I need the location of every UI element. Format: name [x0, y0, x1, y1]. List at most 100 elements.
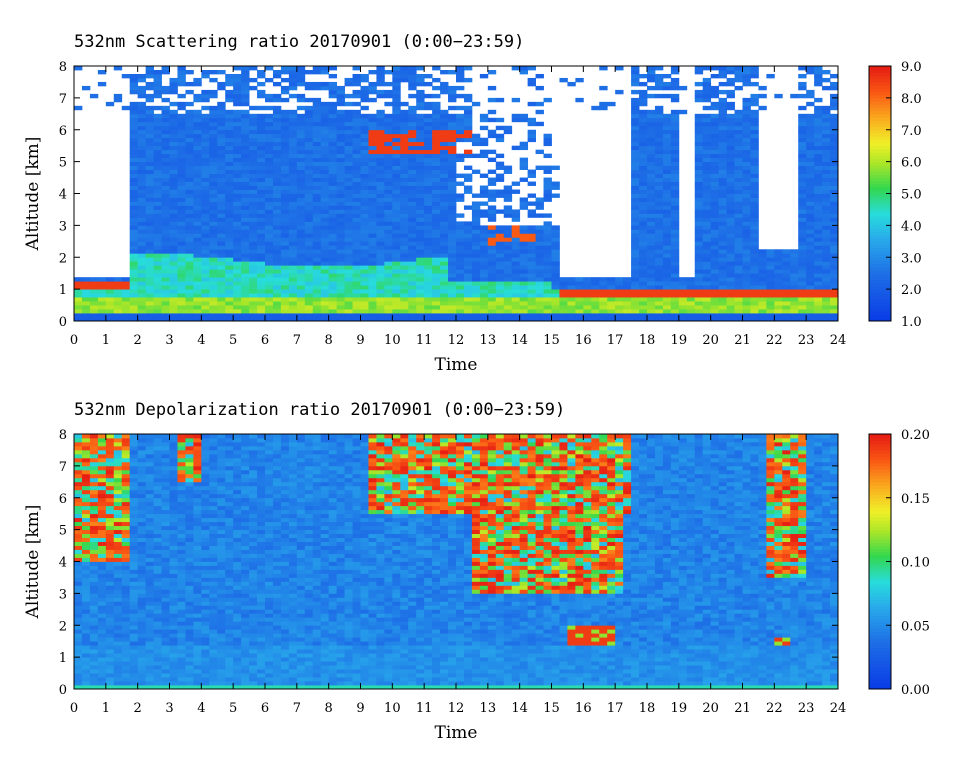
heatmap-cell [623, 281, 632, 286]
heatmap-cell [392, 257, 401, 262]
heatmap-cell [185, 161, 194, 167]
heatmap-cell [89, 681, 99, 686]
heatmap-cell [647, 277, 656, 282]
heatmap-cell [734, 293, 743, 298]
heatmap-cell [607, 277, 616, 282]
heatmap-cell [169, 225, 178, 230]
heatmap-cell [734, 66, 743, 71]
heatmap-cell [416, 89, 425, 95]
heatmap-cell [225, 225, 234, 230]
heatmap-cell [105, 573, 115, 578]
heatmap-cell [280, 165, 290, 170]
heatmap-cell [304, 241, 314, 246]
heatmap-cell [440, 145, 449, 151]
heatmap-cell [288, 229, 298, 234]
heatmap-cell [257, 221, 266, 226]
heatmap-cell [81, 525, 91, 531]
heatmap-cell [296, 73, 306, 79]
heatmap-cell [153, 145, 162, 151]
heatmap-cell [567, 297, 576, 302]
heatmap-cell [822, 125, 831, 131]
heatmap-cell [201, 281, 210, 286]
heatmap-cell [113, 609, 123, 614]
heatmap-cell [726, 289, 735, 294]
heatmap-cell [456, 289, 465, 294]
heatmap-cell [790, 269, 799, 274]
heatmap-cell [718, 261, 727, 266]
heatmap-cell [495, 249, 505, 254]
heatmap-cell [193, 277, 202, 282]
heatmap-cell [814, 201, 823, 206]
heatmap-cell [527, 253, 536, 258]
heatmap-cell [113, 661, 123, 666]
heatmap-cell [416, 189, 425, 194]
heatmap-cell [153, 293, 162, 298]
heatmap-cell [384, 101, 393, 107]
heatmap-cell [376, 109, 385, 115]
heatmap-cell [209, 269, 218, 274]
heatmap-cell [408, 309, 417, 314]
heatmap-cell [479, 173, 489, 178]
heatmap-cell [376, 301, 385, 306]
heatmap-cell [408, 237, 417, 242]
heatmap-cell [320, 245, 330, 250]
heatmap-cell [710, 161, 720, 167]
heatmap-cell [169, 177, 178, 182]
heatmap-cell [384, 181, 393, 186]
heatmap-cell [527, 277, 536, 282]
heatmap-cell [129, 225, 139, 230]
heatmap-cell [113, 437, 123, 443]
heatmap-cell [694, 129, 704, 135]
heatmap-cell [400, 281, 409, 286]
heatmap-cell [487, 149, 497, 155]
heatmap-cell [249, 237, 258, 242]
heatmap-cell [710, 101, 720, 107]
heatmap-cell [670, 253, 680, 258]
heatmap-cell [384, 173, 393, 178]
heatmap-cell [74, 661, 83, 666]
heatmap-cell [456, 93, 465, 99]
heatmap-cell [376, 193, 385, 198]
heatmap-cell [129, 253, 139, 258]
heatmap-cell [662, 205, 672, 210]
heatmap-cell [694, 193, 704, 198]
heatmap-cell [296, 297, 306, 302]
heatmap-cell [121, 637, 131, 642]
heatmap-cell [81, 465, 91, 471]
heatmap-cell [662, 177, 672, 182]
heatmap-cell [662, 81, 672, 87]
heatmap-cell [272, 105, 282, 111]
heatmap-cell [272, 245, 282, 250]
heatmap-cell [384, 113, 393, 119]
heatmap-cell [328, 157, 338, 163]
heatmap-cell [249, 121, 258, 127]
heatmap-cell [153, 317, 162, 322]
heatmap-cell [89, 449, 99, 455]
heatmap-cell [790, 301, 799, 306]
heatmap-cell [798, 117, 807, 123]
heatmap-cell [177, 253, 186, 258]
heatmap-cell [479, 125, 489, 131]
heatmap-cell [280, 213, 290, 218]
heatmap-cell [662, 125, 672, 131]
heatmap-cell [288, 277, 298, 282]
heatmap-cell [742, 273, 751, 278]
heatmap-cell [543, 285, 552, 290]
heatmap-cell [129, 101, 139, 107]
heatmap-cell [702, 161, 712, 167]
heatmap-cell [670, 66, 680, 71]
heatmap-cell [774, 293, 783, 298]
heatmap-cell [74, 477, 83, 483]
heatmap-cell [766, 273, 775, 278]
heatmap-cell [352, 93, 361, 99]
heatmap-cell [217, 221, 226, 226]
heatmap-cell [702, 265, 712, 270]
heatmap-cell [448, 125, 457, 131]
heatmap-cell [352, 253, 361, 258]
heatmap-cell [830, 257, 839, 262]
heatmap-cell [193, 257, 202, 262]
heatmap-cell [368, 229, 377, 234]
heatmap-cell [89, 553, 99, 558]
heatmap-cell [503, 309, 513, 314]
heatmap-cell [487, 285, 497, 290]
